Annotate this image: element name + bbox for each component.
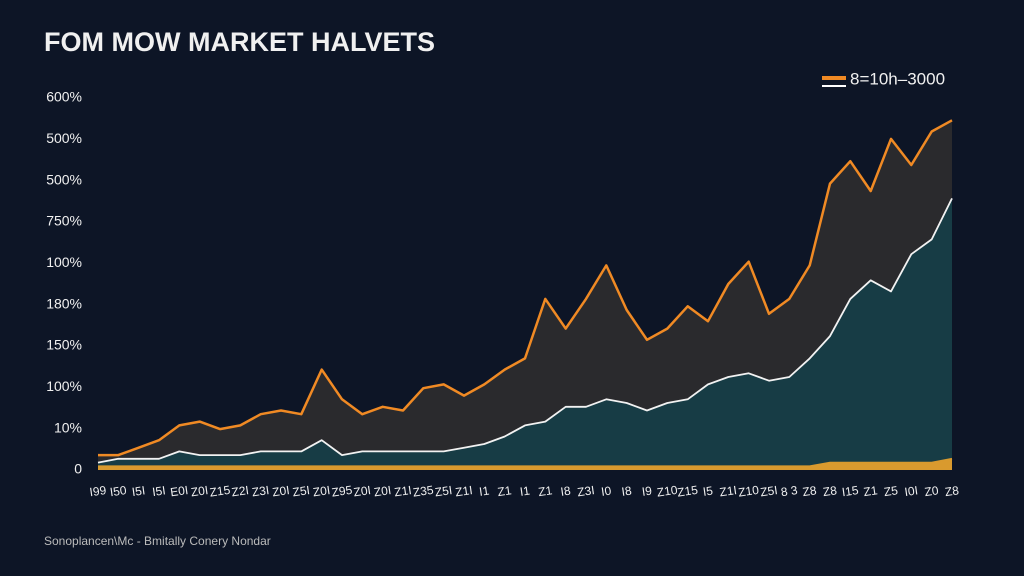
x-tick-label: Z95 xyxy=(331,483,354,500)
x-tick-label: I50 xyxy=(109,483,128,499)
x-tick-label: Z3I xyxy=(251,483,270,499)
line xyxy=(98,457,953,468)
y-tick-label: 600% xyxy=(46,89,82,105)
x-tick-label: Z0I xyxy=(353,483,372,499)
x-tick-label: I8 xyxy=(560,484,572,499)
chart-title: FOM MOW MARKET HALVETS xyxy=(44,27,435,57)
x-tick-label: Z15 xyxy=(209,483,232,500)
x-tick-label: Z1I xyxy=(719,483,738,499)
x-tick-label: Z15 xyxy=(676,483,699,500)
x-tick-label: Z0I xyxy=(312,483,331,499)
x-tick-label: Z35 xyxy=(412,483,435,500)
y-tick-label: 100% xyxy=(46,254,82,270)
x-tick-label: Z1 xyxy=(537,483,553,499)
y-tick-label: 750% xyxy=(46,213,82,229)
line xyxy=(97,198,953,464)
x-tick-label: Z1I xyxy=(454,483,473,499)
x-tick-label: Z1 xyxy=(497,483,513,499)
x-tick-label: Z8 xyxy=(822,483,838,499)
x-tick-label: I1 xyxy=(478,484,490,499)
x-tick-label: Z10 xyxy=(656,483,679,500)
line xyxy=(98,119,953,457)
x-tick-label: I1 xyxy=(519,484,531,499)
area xyxy=(98,458,952,470)
x-tick-label: Z0I xyxy=(190,483,209,499)
x-tick-label: E0I xyxy=(169,483,189,499)
x-tick-label: I9 xyxy=(641,484,653,499)
x-tick-label: Z8 xyxy=(802,483,818,499)
x-tick-label: I8 xyxy=(621,484,633,499)
x-tick-label: Z10 xyxy=(737,483,760,500)
x-tick-label: Z0 xyxy=(924,483,940,499)
x-tick-label: I5I xyxy=(151,483,166,499)
x-tick-label: Z2I xyxy=(231,483,250,499)
x-tick-label: Z0I xyxy=(271,483,290,499)
footer: Sonoplancen\Mc - Bmitally Conery Nondar xyxy=(44,534,271,548)
x-tick-label: Z0I xyxy=(373,483,392,499)
y-tick-label: 150% xyxy=(46,337,82,353)
x-tick-label: Z1 xyxy=(863,483,879,499)
x-tick-label: I0 xyxy=(600,484,612,499)
x-tick-label: Z5I xyxy=(292,483,311,499)
x-tick-label: I15 xyxy=(841,483,860,499)
x-tick-label: Z5I xyxy=(759,483,778,499)
y-tick-label: 100% xyxy=(46,378,82,394)
x-tick-label: Z3I xyxy=(576,483,595,499)
y-tick-label: 10% xyxy=(54,419,82,435)
y-tick-label: 0 xyxy=(74,461,82,477)
y-tick-label: 500% xyxy=(46,130,82,146)
x-tick-label: Z5 xyxy=(883,483,899,499)
x-tick-label: I99 xyxy=(89,483,108,499)
y-tick-label: 180% xyxy=(46,295,82,311)
x-tick-label: Z8 xyxy=(944,483,960,499)
area xyxy=(98,198,952,470)
x-tick-label: 8 3 xyxy=(780,483,799,499)
legend-label: 8=10h–3000 xyxy=(850,69,945,88)
x-tick-label: Z5I xyxy=(434,483,453,499)
x-tick-label: Z1I xyxy=(393,483,412,499)
x-tick-label: I5 xyxy=(702,484,714,499)
y-tick-label: 500% xyxy=(46,171,82,187)
x-tick-label: I0I xyxy=(904,483,919,499)
x-tick-label: I5I xyxy=(131,483,146,499)
